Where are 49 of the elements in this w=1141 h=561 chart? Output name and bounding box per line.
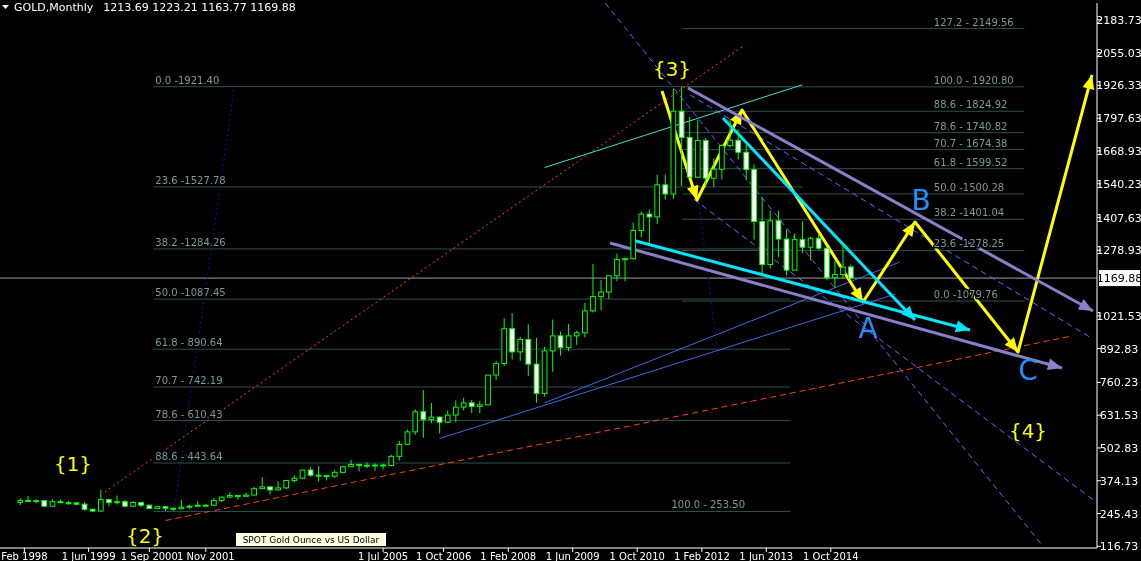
- x-tick-label: 1 Oct 2010: [609, 551, 665, 561]
- y-tick-label: 2183.73: [1096, 13, 1141, 27]
- x-tick-label: 1 Feb 2008: [480, 551, 537, 561]
- annotation: {1}: [53, 451, 93, 476]
- y-tick-label: 1668.93: [1096, 144, 1141, 158]
- annotation: 38.2 -1401.04: [933, 207, 1005, 219]
- annotation: 100.0 - 1920.80: [933, 74, 1014, 86]
- annotation: 100.0 - 253.50: [671, 499, 745, 511]
- annotation: 70.7 - 742.19: [155, 375, 223, 386]
- annotation: B: [911, 184, 931, 217]
- annotation: 78.6 - 1740.82: [933, 120, 1008, 132]
- y-tick-label: 1278.93: [1096, 244, 1141, 258]
- y-tick-label: 1021.53: [1096, 309, 1141, 323]
- annotation: 50.0 -1087.45: [155, 287, 226, 299]
- y-tick-label: 1797.63: [1096, 112, 1141, 126]
- annotation: {3}: [652, 56, 692, 81]
- annotation: SPOT Gold Ounce vs US Dollar: [242, 535, 380, 545]
- y-tick-label: 245.43: [1099, 507, 1139, 521]
- y-tick-label: 374.13: [1099, 474, 1139, 488]
- x-tick-label: 1 Nov 2001: [176, 551, 235, 561]
- annotation: 70.7 - 1674.38: [933, 137, 1008, 149]
- annotation: 78.6 - 610.43: [155, 408, 223, 420]
- y-tick-label: 1540.23: [1096, 177, 1141, 191]
- y-tick-label: 116.73: [1099, 540, 1139, 554]
- x-tick-label: Feb 1998: [1, 551, 48, 561]
- annotation: {4}: [1008, 418, 1048, 443]
- annotation: 23.6 -1527.78: [155, 174, 226, 186]
- annotation: 127.2 - 2149.56: [933, 16, 1014, 28]
- y-tick-label: 760.23: [1099, 376, 1139, 390]
- y-tick-label: 502.83: [1099, 441, 1139, 455]
- chart-subtitle: 1213.69 1223.21 1163.77 1169.88: [103, 1, 296, 14]
- annotation: 88.6 - 1824.92: [933, 99, 1008, 111]
- annotation: 38.2 -1284.26: [155, 236, 226, 248]
- annotation: 61.8 - 890.64: [155, 337, 223, 349]
- annotation: 61.8 - 1599.52: [933, 156, 1008, 168]
- annotation: 0.0 -1921.40: [155, 74, 220, 86]
- y-tick-label: 892.83: [1099, 342, 1139, 356]
- annotation: {2}: [125, 523, 165, 548]
- y-tick-label: 1926.33: [1096, 79, 1141, 93]
- chart-title: GOLD,Monthly: [14, 1, 94, 14]
- x-tick-label: 1 Oct 2014: [803, 551, 859, 561]
- annotation: 88.6 - 443.64: [155, 451, 223, 463]
- y-tick-label: 1407.63: [1096, 211, 1141, 225]
- y-tick-label: 2055.03: [1096, 46, 1141, 60]
- annotation: C: [1018, 354, 1038, 387]
- x-tick-label: 1 Feb 2012: [673, 551, 730, 561]
- x-tick-label: 1 Oct 2006: [415, 551, 472, 561]
- annotation: 50.0 -1500.28: [933, 181, 1005, 193]
- y-tick-label: 631.53: [1099, 409, 1139, 423]
